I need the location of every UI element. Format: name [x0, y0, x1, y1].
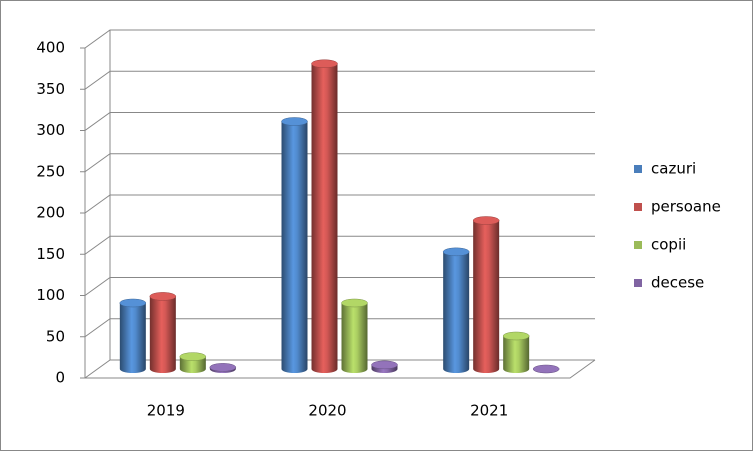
bar-top — [149, 292, 177, 301]
bar-body — [443, 251, 470, 373]
bar-top — [502, 331, 530, 341]
bar-body — [503, 336, 530, 374]
bar-body — [119, 303, 146, 373]
grid-line — [84, 277, 595, 296]
legend-label: copii — [651, 236, 686, 254]
bar — [281, 117, 308, 373]
grid-line — [84, 70, 595, 90]
bar — [371, 360, 398, 373]
legend-swatch — [634, 241, 642, 249]
legend-swatch — [634, 165, 642, 173]
bar — [502, 331, 530, 374]
bar — [472, 216, 500, 373]
legend-label: decese — [651, 274, 704, 292]
bar — [341, 298, 368, 373]
x-tick-label: 2019 — [147, 402, 185, 420]
bar — [442, 247, 470, 373]
bar-body — [473, 220, 500, 373]
y-tick-label: 300 — [36, 121, 65, 139]
y-tick-label: 50 — [46, 327, 65, 345]
y-tick-label: 250 — [36, 162, 65, 180]
legend-swatch — [634, 279, 642, 287]
grid-line — [84, 235, 595, 255]
x-tick-label: 2020 — [308, 402, 346, 420]
bar-body — [281, 121, 308, 373]
bar-top — [209, 363, 237, 372]
grid-line — [84, 359, 595, 379]
bar-top — [311, 59, 338, 68]
bar-body — [149, 296, 176, 373]
grid-line — [84, 29, 595, 49]
y-tick-label: 200 — [36, 204, 65, 222]
bar — [149, 292, 177, 373]
bar — [311, 59, 338, 373]
legend-label: cazuri — [651, 160, 696, 178]
bar-top — [179, 352, 207, 361]
grid-line — [84, 194, 595, 214]
bar-top — [371, 360, 398, 370]
bar — [209, 363, 237, 373]
bar-top — [472, 216, 500, 225]
floor-front — [85, 359, 596, 379]
bar — [179, 352, 207, 373]
x-tick-label: 2021 — [470, 402, 508, 420]
y-tick-label: 0 — [55, 369, 65, 387]
bar — [532, 364, 560, 374]
grid-line — [84, 112, 595, 131]
legend-swatch — [634, 203, 642, 211]
bar-top — [119, 298, 147, 308]
grid-line — [84, 153, 595, 173]
y-tick-label: 350 — [36, 80, 65, 98]
y-tick-label: 400 — [36, 39, 65, 57]
bar — [119, 298, 147, 373]
bar-body — [311, 63, 338, 373]
bar-top — [341, 298, 368, 308]
y-tick-label: 150 — [36, 245, 65, 263]
bar-body — [179, 356, 206, 373]
y-tick-label: 100 — [36, 286, 65, 304]
bar-body — [341, 303, 368, 373]
grid-line — [84, 318, 595, 338]
legend-label: persoane — [651, 198, 721, 216]
bar-top — [442, 247, 470, 257]
bar-top — [281, 117, 308, 126]
bar-top — [532, 364, 560, 374]
